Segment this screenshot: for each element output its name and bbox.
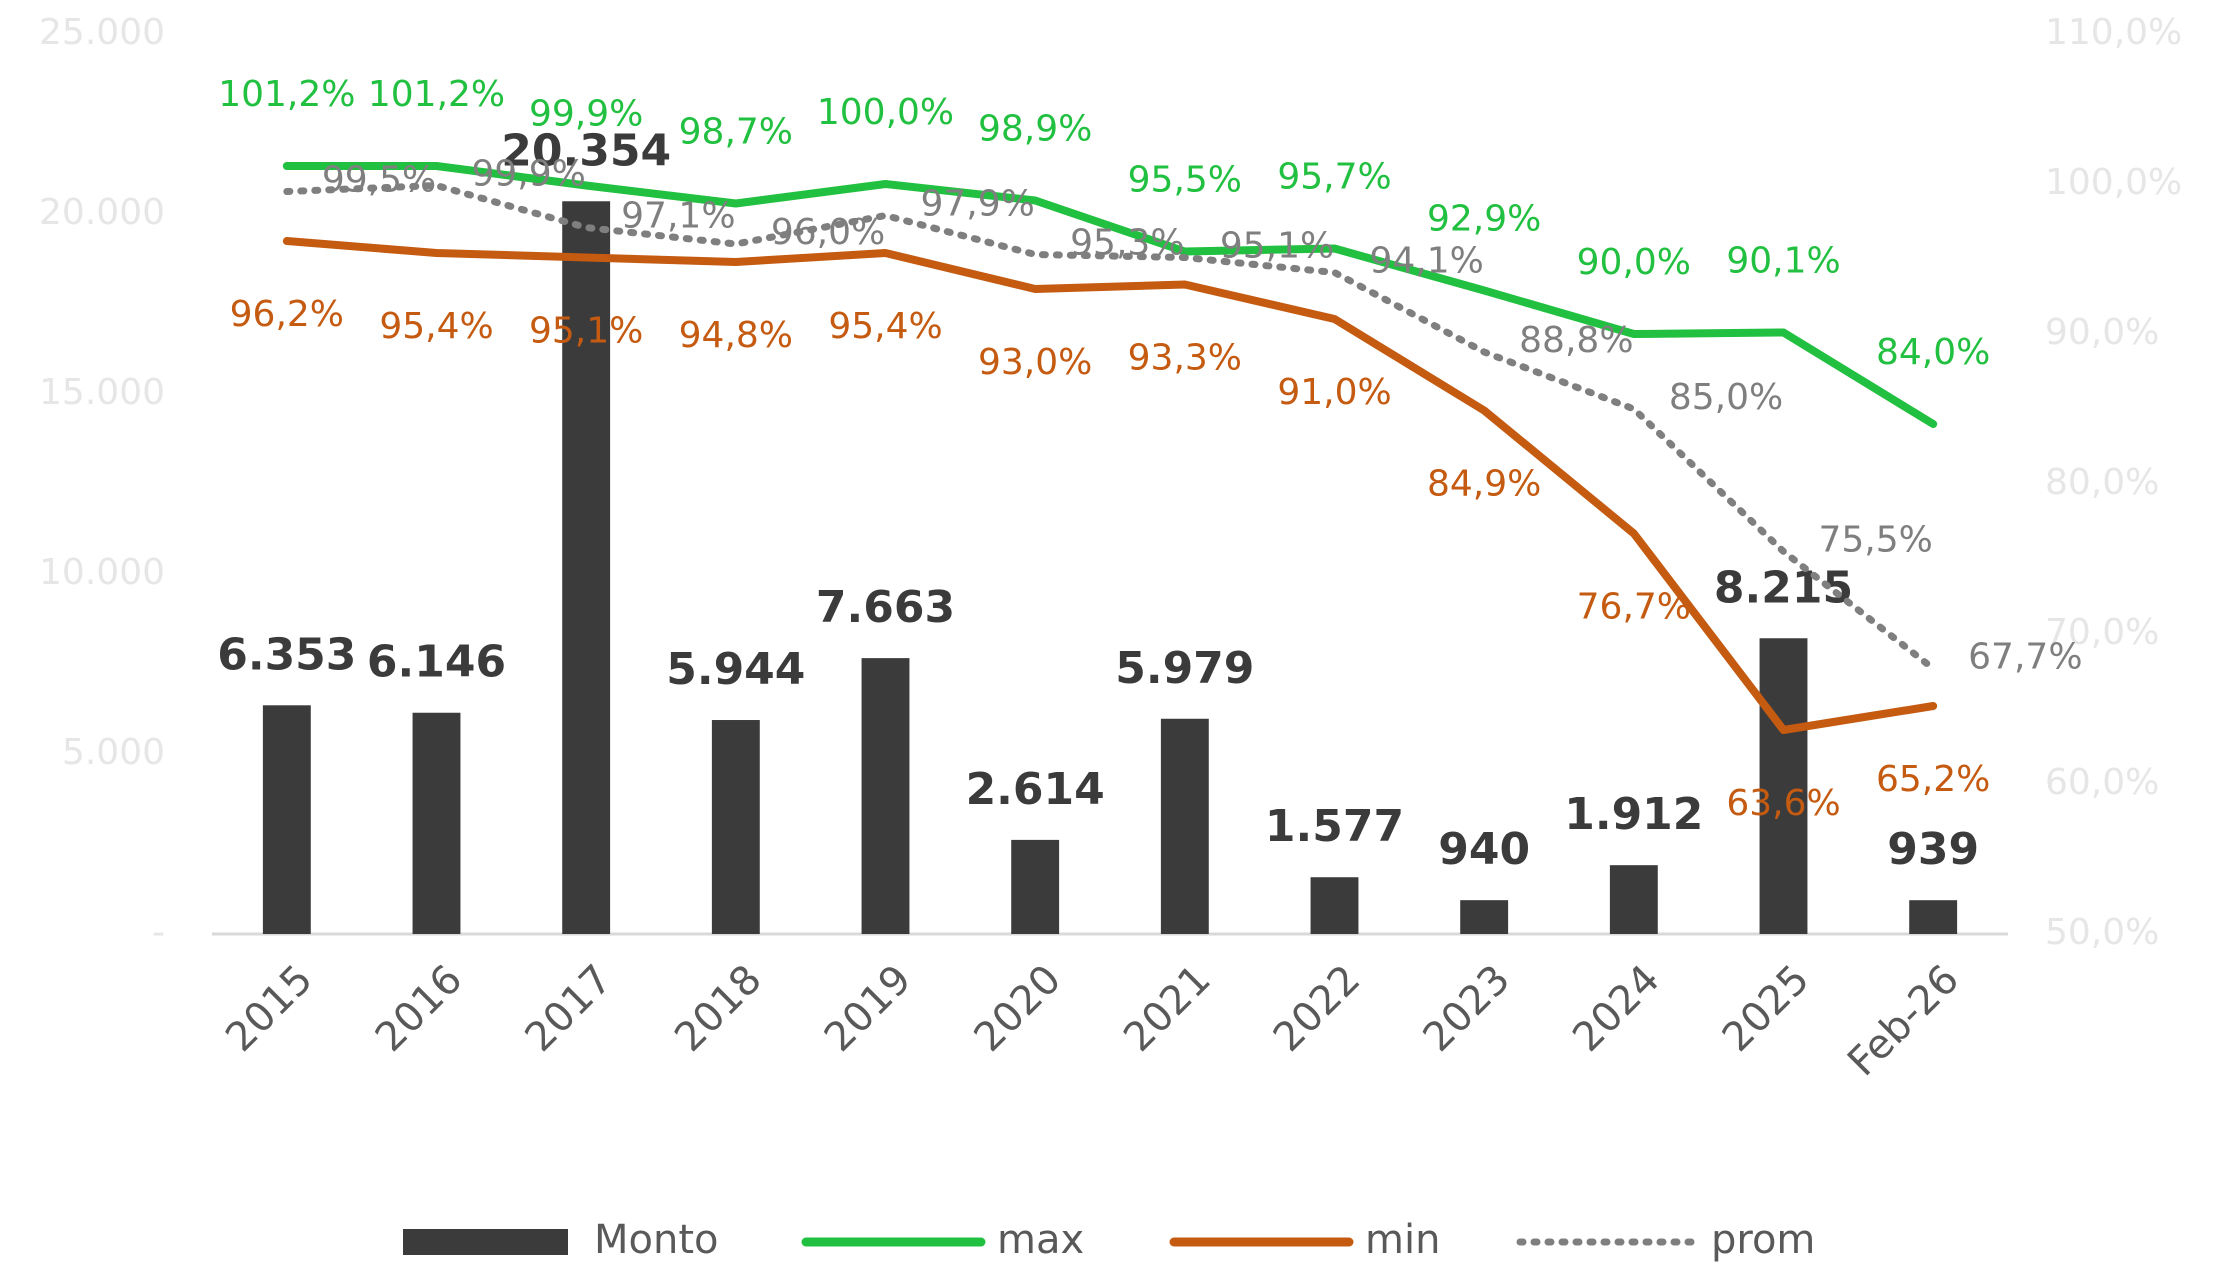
bar bbox=[1011, 839, 1060, 934]
bar bbox=[1310, 877, 1359, 934]
line-value-label: 101,2% bbox=[368, 74, 505, 115]
y2-tick-label: 60,0% bbox=[2045, 762, 2159, 803]
x-tick-label: 2023 bbox=[1415, 956, 1520, 1061]
line-value-label: 65,2% bbox=[1876, 759, 1990, 800]
line-value-label: 99,9% bbox=[472, 154, 586, 195]
line-value-label: 91,0% bbox=[1277, 372, 1391, 413]
bar-value-label: 2.614 bbox=[966, 764, 1105, 815]
line-value-label: 98,9% bbox=[978, 109, 1092, 150]
line-value-label: 97,9% bbox=[921, 184, 1035, 225]
x-tick-label: 2016 bbox=[367, 956, 472, 1061]
y2-tick-label: 50,0% bbox=[2045, 912, 2159, 953]
x-tick-label: 2018 bbox=[666, 956, 771, 1061]
bar bbox=[262, 705, 311, 934]
y2-tick-label: 90,0% bbox=[2045, 312, 2159, 353]
x-tick-label: Feb-26 bbox=[1839, 956, 1968, 1085]
bar bbox=[1759, 638, 1808, 934]
x-tick-label: 2021 bbox=[1115, 956, 1220, 1061]
line-max bbox=[282, 162, 1938, 428]
y-tick-label: 20.000 bbox=[39, 192, 165, 233]
line-value-label: 93,0% bbox=[978, 342, 1092, 383]
bar-value-label: 940 bbox=[1438, 824, 1530, 875]
y-tick-label: 15.000 bbox=[39, 372, 165, 413]
line-value-label: 94,1% bbox=[1370, 241, 1484, 282]
line-value-label: 95,3% bbox=[1070, 223, 1184, 264]
legend-label: max bbox=[997, 1217, 1084, 1263]
line-value-label: 75,5% bbox=[1819, 520, 1933, 561]
line-value-label: 63,6% bbox=[1726, 783, 1840, 824]
line-value-label: 85,0% bbox=[1669, 377, 1783, 418]
y-tick-label: 5.000 bbox=[62, 732, 165, 773]
line-value-label: 88,8% bbox=[1519, 320, 1633, 361]
bar-value-label: 8.215 bbox=[1714, 562, 1853, 613]
bar bbox=[1609, 865, 1658, 934]
line-value-label: 95,4% bbox=[379, 306, 493, 347]
y-tick-label: 10.000 bbox=[39, 552, 165, 593]
bar bbox=[861, 658, 910, 934]
line-value-label: 96,2% bbox=[230, 294, 344, 335]
bar-value-label: 939 bbox=[1887, 824, 1979, 875]
line-value-label: 95,4% bbox=[828, 306, 942, 347]
bar-value-label: 5.944 bbox=[666, 644, 805, 695]
bar-value-label: 5.979 bbox=[1115, 643, 1254, 694]
line-value-label: 100,0% bbox=[817, 92, 954, 133]
bar bbox=[1160, 718, 1209, 934]
x-tick-label: 2024 bbox=[1564, 956, 1669, 1061]
bar bbox=[1909, 900, 1958, 934]
y-tick-label: - bbox=[152, 912, 165, 953]
line-value-label: 95,1% bbox=[529, 311, 643, 352]
bar-value-label: 6.353 bbox=[217, 629, 356, 680]
x-tick-label: 2015 bbox=[217, 956, 322, 1061]
bar-value-label: 7.663 bbox=[816, 582, 955, 633]
y2-tick-label: 80,0% bbox=[2045, 462, 2159, 503]
x-tick-label: 2017 bbox=[517, 956, 622, 1061]
x-tick-label: 2019 bbox=[816, 956, 921, 1061]
line-value-label: 67,7% bbox=[1968, 637, 2082, 678]
bar bbox=[1460, 900, 1509, 934]
line-value-label: 99,9% bbox=[529, 94, 643, 135]
line-value-label: 101,2% bbox=[218, 74, 355, 115]
y2-tick-label: 100,0% bbox=[2045, 162, 2182, 203]
line-value-label: 76,7% bbox=[1577, 587, 1691, 628]
line-value-label: 96,0% bbox=[771, 212, 885, 253]
y-tick-label: 25.000 bbox=[39, 12, 165, 53]
line-prom bbox=[283, 182, 1937, 672]
legend-label: min bbox=[1365, 1217, 1440, 1263]
line-value-label: 90,0% bbox=[1577, 242, 1691, 283]
x-tick-label: 2020 bbox=[966, 956, 1071, 1061]
line-value-label: 90,1% bbox=[1726, 241, 1840, 282]
y2-tick-label: 110,0% bbox=[2045, 12, 2182, 53]
line-value-label: 99,5% bbox=[322, 160, 436, 201]
line-value-label: 93,3% bbox=[1128, 338, 1242, 379]
bar-value-label: 1.577 bbox=[1265, 801, 1404, 852]
line-value-label: 84,0% bbox=[1876, 332, 1990, 373]
x-tick-label: 2022 bbox=[1265, 956, 1370, 1061]
line-value-label: 98,7% bbox=[679, 112, 793, 153]
bar bbox=[711, 720, 760, 934]
y2-tick-label: 70,0% bbox=[2045, 612, 2159, 653]
line-value-label: 95,1% bbox=[1220, 226, 1334, 267]
line-value-label: 95,5% bbox=[1128, 160, 1242, 201]
line-min bbox=[282, 237, 1938, 734]
line-value-label: 84,9% bbox=[1427, 464, 1541, 505]
legend-label: Monto bbox=[594, 1217, 719, 1263]
bar-value-label: 20.354 bbox=[501, 125, 671, 176]
bar bbox=[562, 201, 611, 935]
legend-swatch bbox=[403, 1229, 568, 1255]
line-value-label: 95,7% bbox=[1277, 157, 1391, 198]
line-value-label: 97,1% bbox=[621, 196, 735, 237]
bar-value-label: 1.912 bbox=[1564, 789, 1703, 840]
legend-label: prom bbox=[1711, 1217, 1815, 1263]
bar bbox=[412, 712, 461, 934]
x-tick-label: 2025 bbox=[1714, 956, 1819, 1061]
bar-value-label: 6.146 bbox=[367, 637, 506, 688]
line-value-label: 92,9% bbox=[1427, 199, 1541, 240]
line-value-label: 94,8% bbox=[679, 315, 793, 356]
